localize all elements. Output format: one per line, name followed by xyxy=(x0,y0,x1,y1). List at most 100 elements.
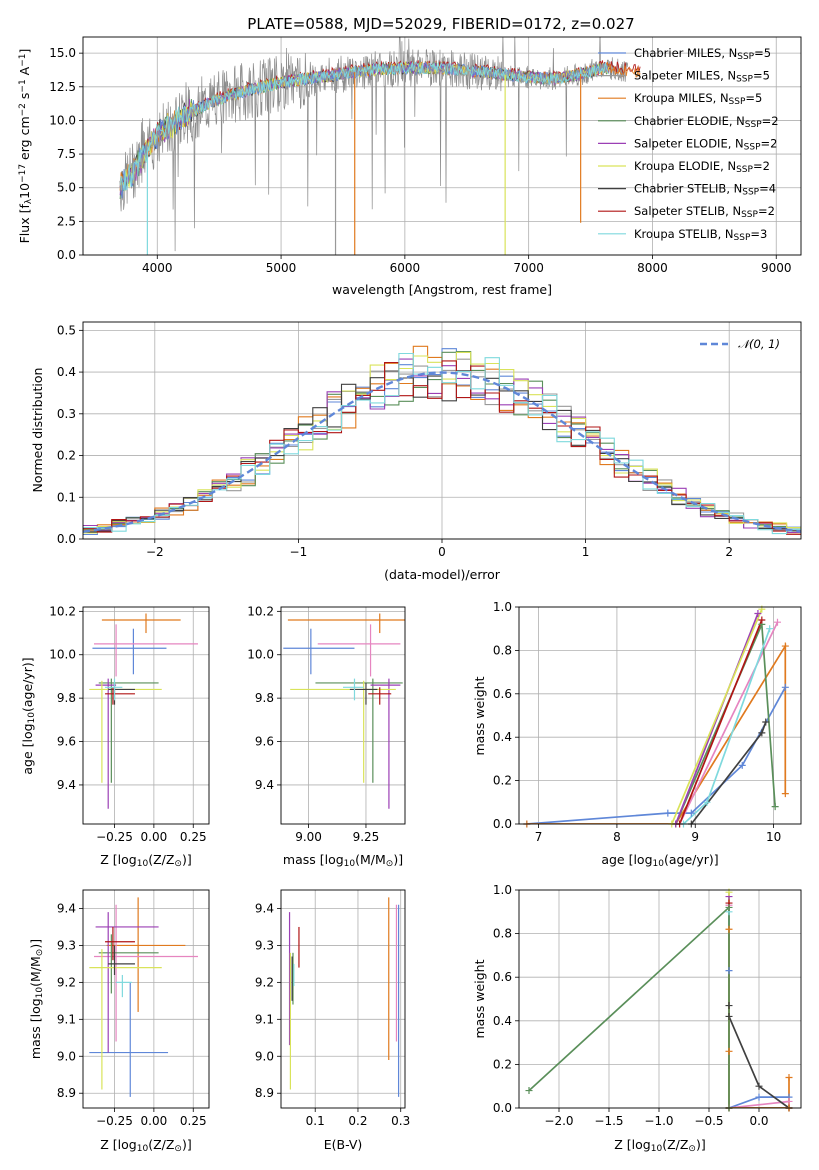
legend-entry-label: Chabrier STELIB, NSSP=4 xyxy=(634,182,776,198)
mass-vs-z-xlabel-part: )] xyxy=(182,1137,192,1152)
mass-weight-vs-age-ylabel-part: mass weight xyxy=(472,676,487,755)
histogram-chart-ytick-label: 0.4 xyxy=(57,365,76,379)
legend-entry-label: Chabrier MILES, NSSP=5 xyxy=(634,46,771,62)
mass-vs-z-chart-frame xyxy=(82,889,210,1109)
age-vs-z-xlabel-part: )] xyxy=(182,852,192,867)
age-vs-mass-xlabel-part: ⊙ xyxy=(386,859,394,869)
weight-point-marker xyxy=(725,967,733,975)
mass-vs-z-chart-ytick-label: 9.3 xyxy=(57,938,76,952)
figure-title: PLATE=0588, MJD=52029, FIBERID=0172, z=0… xyxy=(247,15,634,33)
histogram-chart-xtick-label: −1 xyxy=(290,545,308,559)
age-vs-mass-xlabel-part: mass [log xyxy=(283,852,344,867)
age-vs-z-ylabel-part: age [log xyxy=(20,723,35,774)
weight-point-marker xyxy=(725,925,733,933)
age-vs-z-chart-xtick-label: −0.25 xyxy=(96,830,133,844)
mass-weight-vs-z-ylabel: mass weight xyxy=(472,959,487,1038)
weight-point-marker xyxy=(525,1087,533,1095)
mass-vs-z-chart-ytick-label: 8.9 xyxy=(57,1086,76,1100)
age-vs-z-xlabel-part: ⊙ xyxy=(174,859,182,869)
legend-entry-label-part: SSP xyxy=(736,75,753,85)
age-vs-mass-chart-xtick-label: 9.25 xyxy=(353,830,380,844)
mass-vs-z-chart-xtick-label: 0.25 xyxy=(180,1114,207,1128)
legend-entry-label-part: SSP xyxy=(742,188,759,198)
legend-entry-label: 𝒩(0, 1) xyxy=(738,337,780,351)
histogram-ylabel: Normed distribution xyxy=(30,368,45,493)
legend-entry-label-part: SSP xyxy=(745,120,762,130)
mass-vs-ebv-chart-ytick-label: 8.9 xyxy=(255,1086,274,1100)
weight-point-marker xyxy=(766,625,774,633)
age-vs-z-chart-ytick-label: 10.2 xyxy=(49,604,76,618)
mass-vs-ebv-xlabel: E(B-V) xyxy=(324,1137,363,1152)
mass-vs-ebv-chart: 0.1 0.2 0.3 8.9 9.0 9.1 9.2 9.3 9.4 E(B-V) xyxy=(255,889,410,1152)
mass-vs-z-ylabel-part: ⊙ xyxy=(35,949,45,957)
histogram-chart: −2 −1 0 1 2 0.0 0.1 0.2 0.3 0.4 0.5 𝒩(0, 1) (data-mo… xyxy=(30,321,802,582)
weight-point-marker xyxy=(738,761,746,769)
weight-point-marker xyxy=(758,616,766,624)
spectrum-chart-ytick-label: 15.0 xyxy=(49,46,76,60)
age-vs-mass-xlabel-part: 10 xyxy=(344,859,356,869)
mass-vs-z-ylabel-part: )] xyxy=(28,939,43,949)
legend-entry-label-part: =2 xyxy=(758,204,775,218)
weight-point-marker xyxy=(687,809,695,817)
model-spectrum-line xyxy=(119,61,609,192)
spectrum-ylabel-part: Flux [f xyxy=(17,204,32,244)
mass-weight-vs-z-chart-frame xyxy=(518,889,802,1109)
weight-point-marker xyxy=(758,729,766,737)
mass-vs-z-chart-xtick-label: −0.25 xyxy=(96,1114,133,1128)
spectrum-chart-frame xyxy=(82,36,802,256)
age-vs-z-chart: −0.25 0.00 0.259.49.69.810.010.2Z [log10(Z… xyxy=(20,604,210,869)
legend-entry-label-part: SSP xyxy=(729,97,746,107)
weight-point-marker xyxy=(785,1073,793,1081)
mass-vs-ebv-chart-grid xyxy=(281,890,405,1108)
weight-series-line xyxy=(678,621,779,824)
legend-entry-label-part: =3 xyxy=(750,227,767,241)
weight-point-marker xyxy=(762,718,770,726)
spectrum-ylabel-part: −2 xyxy=(18,103,28,116)
histogram-chart-ytick-label: 0.0 xyxy=(57,532,76,546)
mass-vs-ebv-chart-xtick-label: 0.3 xyxy=(391,1114,410,1128)
legend-entry-label-part: Salpeter MILES, N xyxy=(634,69,736,83)
mass-vs-ebv-chart-frame xyxy=(280,889,406,1109)
legend-entry-label-part: =5 xyxy=(753,69,770,83)
legend-entry-label-part: =5 xyxy=(754,46,771,60)
age-vs-z-xlabel-part: (Z/Z xyxy=(148,852,174,867)
mass-vs-z-ylabel-part: (M/M xyxy=(28,956,43,987)
mass-weight-vs-age-chart-xtick-label: 8 xyxy=(613,830,621,844)
age-vs-mass-xlabel: mass [log10(M/M⊙)] xyxy=(283,852,403,869)
age-vs-z-chart-grid xyxy=(83,607,209,824)
age-vs-mass-chart: 9.00 9.25 9.4 9.6 9.8 10.0 10.2 mass [log10(M/M… xyxy=(247,604,406,869)
mass-vs-ebv-chart-plot-area xyxy=(288,897,400,1097)
mass-vs-z-xlabel-part: ⊙ xyxy=(174,1144,182,1154)
weight-point-marker xyxy=(781,790,789,798)
mass-vs-ebv-chart-ytick-label: 9.2 xyxy=(255,975,274,989)
age-vs-z-chart-xtick-label: 0.25 xyxy=(180,830,207,844)
mass-vs-ebv-chart-ytick-label: 9.1 xyxy=(255,1012,274,1026)
histogram-chart-xtick-label: 2 xyxy=(725,545,733,559)
spectrum-chart-ytick-label: 12.5 xyxy=(49,80,76,94)
age-vs-mass-chart-ytick-label: 9.8 xyxy=(255,691,274,705)
mass-weight-vs-z-chart-grid xyxy=(519,889,801,1109)
mass-vs-z-ylabel-part: 10 xyxy=(35,987,45,999)
histogram-chart-ytick-label: 0.2 xyxy=(57,449,76,463)
mass-weight-vs-z-xlabel-part: 10 xyxy=(651,1144,663,1154)
histogram-chart-ytick-label: 0.1 xyxy=(57,490,76,504)
weight-series-line xyxy=(678,619,763,824)
age-vs-z-chart-ytick-label: 10.0 xyxy=(49,648,76,662)
age-vs-mass-chart-frame xyxy=(280,606,406,825)
mass-weight-vs-age-ylabel: mass weight xyxy=(472,676,487,755)
weight-point-marker xyxy=(754,610,762,618)
weight-point-marker xyxy=(781,683,789,691)
mass-weight-vs-z-xlabel-part: )] xyxy=(696,1137,706,1152)
weight-point-marker xyxy=(781,642,789,650)
legend-entry-label: Kroupa ELODIE, NSSP=2 xyxy=(634,159,770,175)
spectrum-chart-xtick-label: 6000 xyxy=(390,261,421,275)
age-vs-z-chart-ytick-label: 9.6 xyxy=(57,735,76,749)
mass-vs-z-xlabel: Z [log10(Z/Z⊙)] xyxy=(100,1137,191,1154)
mass-weight-vs-age-chart-ytick-label: 0.8 xyxy=(493,643,512,657)
legend-entry-label: Chabrier ELODIE, NSSP=2 xyxy=(634,114,779,130)
mass-weight-vs-age-chart-frame xyxy=(518,606,802,825)
legend-entry-label-part: =2 xyxy=(761,136,778,150)
age-vs-z-chart-ytick-label: 9.8 xyxy=(57,691,76,705)
mass-vs-ebv-chart-ytick-label: 9.4 xyxy=(255,901,274,915)
age-vs-mass-chart-xtick-label: 9.00 xyxy=(295,830,322,844)
